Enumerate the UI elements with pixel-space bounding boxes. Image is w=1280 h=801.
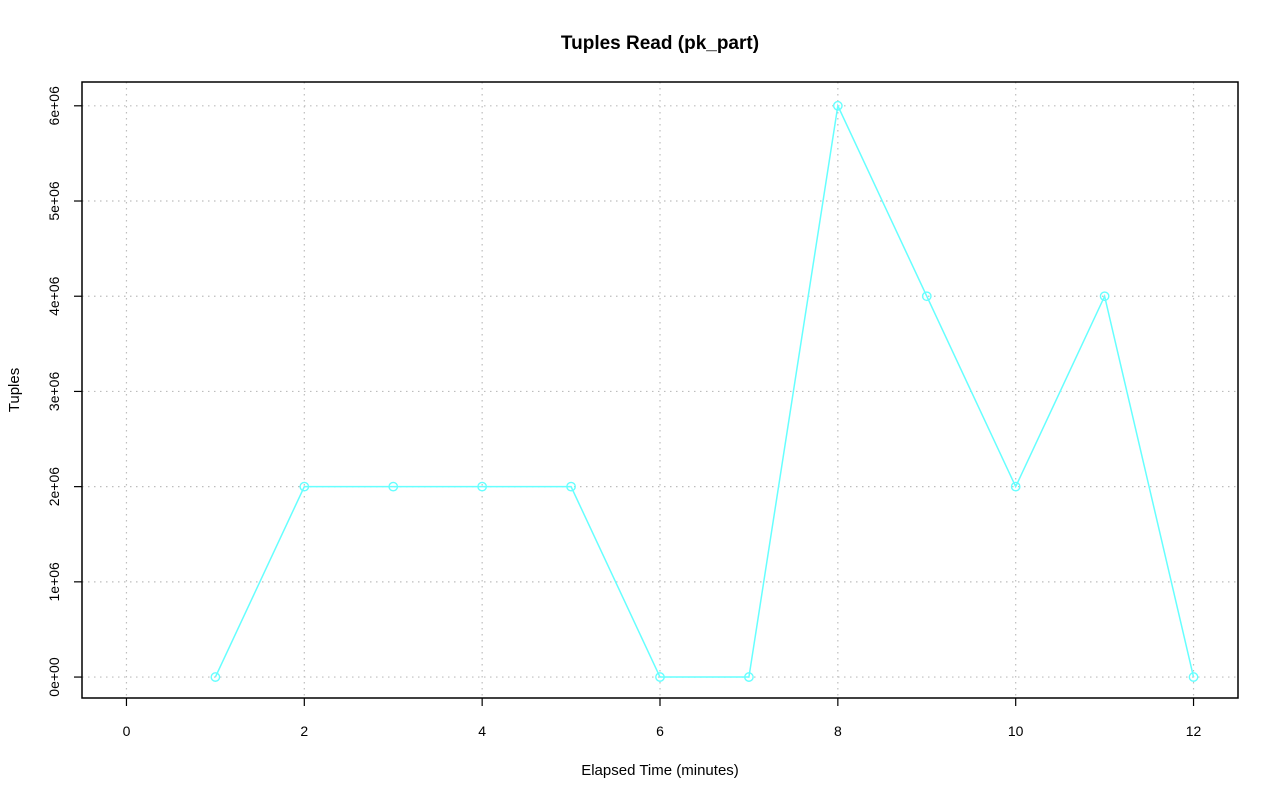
- data-point: [388, 481, 399, 492]
- y-tick-label: 1e+06: [46, 562, 62, 602]
- series-line: [214, 103, 1195, 678]
- x-tick-label: 8: [834, 723, 842, 739]
- data-point: [832, 100, 843, 111]
- y-tick-label: 4e+06: [46, 276, 62, 316]
- data-point: [655, 672, 665, 682]
- data-point: [1099, 291, 1110, 302]
- data-point: [299, 481, 310, 492]
- data-point: [744, 672, 754, 682]
- data-point: [921, 291, 932, 302]
- data-point: [210, 672, 221, 682]
- plot-frame: [81, 81, 1239, 699]
- data-point: [1188, 672, 1199, 682]
- x-axis-label: Elapsed Time (minutes): [581, 762, 739, 779]
- x-axis: 0 2 4 6 8 10 12: [123, 698, 1202, 739]
- y-tick-label: 2e+06: [46, 467, 62, 507]
- chart-title: Tuples Read (pk_part): [561, 33, 759, 54]
- x-tick-label: 10: [1008, 723, 1024, 739]
- gridlines: [82, 82, 1238, 698]
- x-tick-label: 0: [123, 723, 131, 739]
- y-tick-label: 6e+06: [46, 86, 62, 126]
- y-tick-label: 0e+00: [46, 657, 62, 697]
- y-tick-label: 5e+06: [46, 181, 62, 221]
- x-tick-label: 4: [478, 723, 486, 739]
- x-tick-label: 6: [656, 723, 664, 739]
- data-point: [566, 481, 576, 492]
- series-layer: [210, 100, 1199, 682]
- x-tick-label: 12: [1186, 723, 1202, 739]
- data-point: [477, 481, 488, 492]
- data-point: [1010, 481, 1021, 492]
- y-axis: 0e+00 1e+06 2e+06 3e+06 4e+06 5e+06 6e+06: [46, 86, 82, 697]
- y-tick-label: 3e+06: [46, 372, 62, 412]
- y-axis-label: Tuples: [6, 368, 23, 412]
- x-tick-label: 2: [300, 723, 308, 739]
